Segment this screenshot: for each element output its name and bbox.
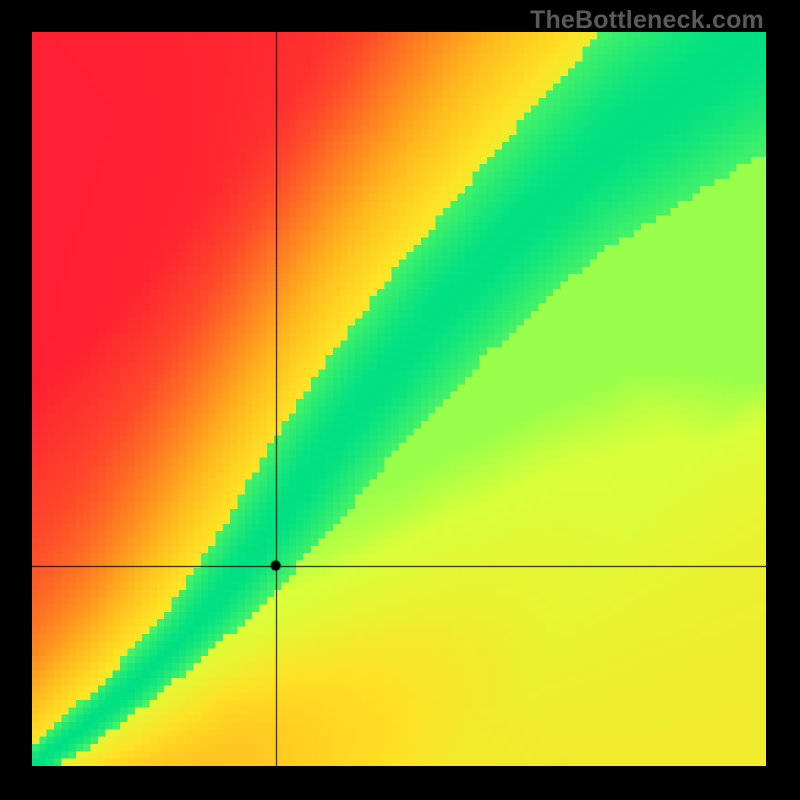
crosshair-overlay (32, 32, 766, 766)
chart-root: { "watermark": { "text": "TheBottleneck.… (0, 0, 800, 800)
watermark-text: TheBottleneck.com (530, 6, 764, 35)
